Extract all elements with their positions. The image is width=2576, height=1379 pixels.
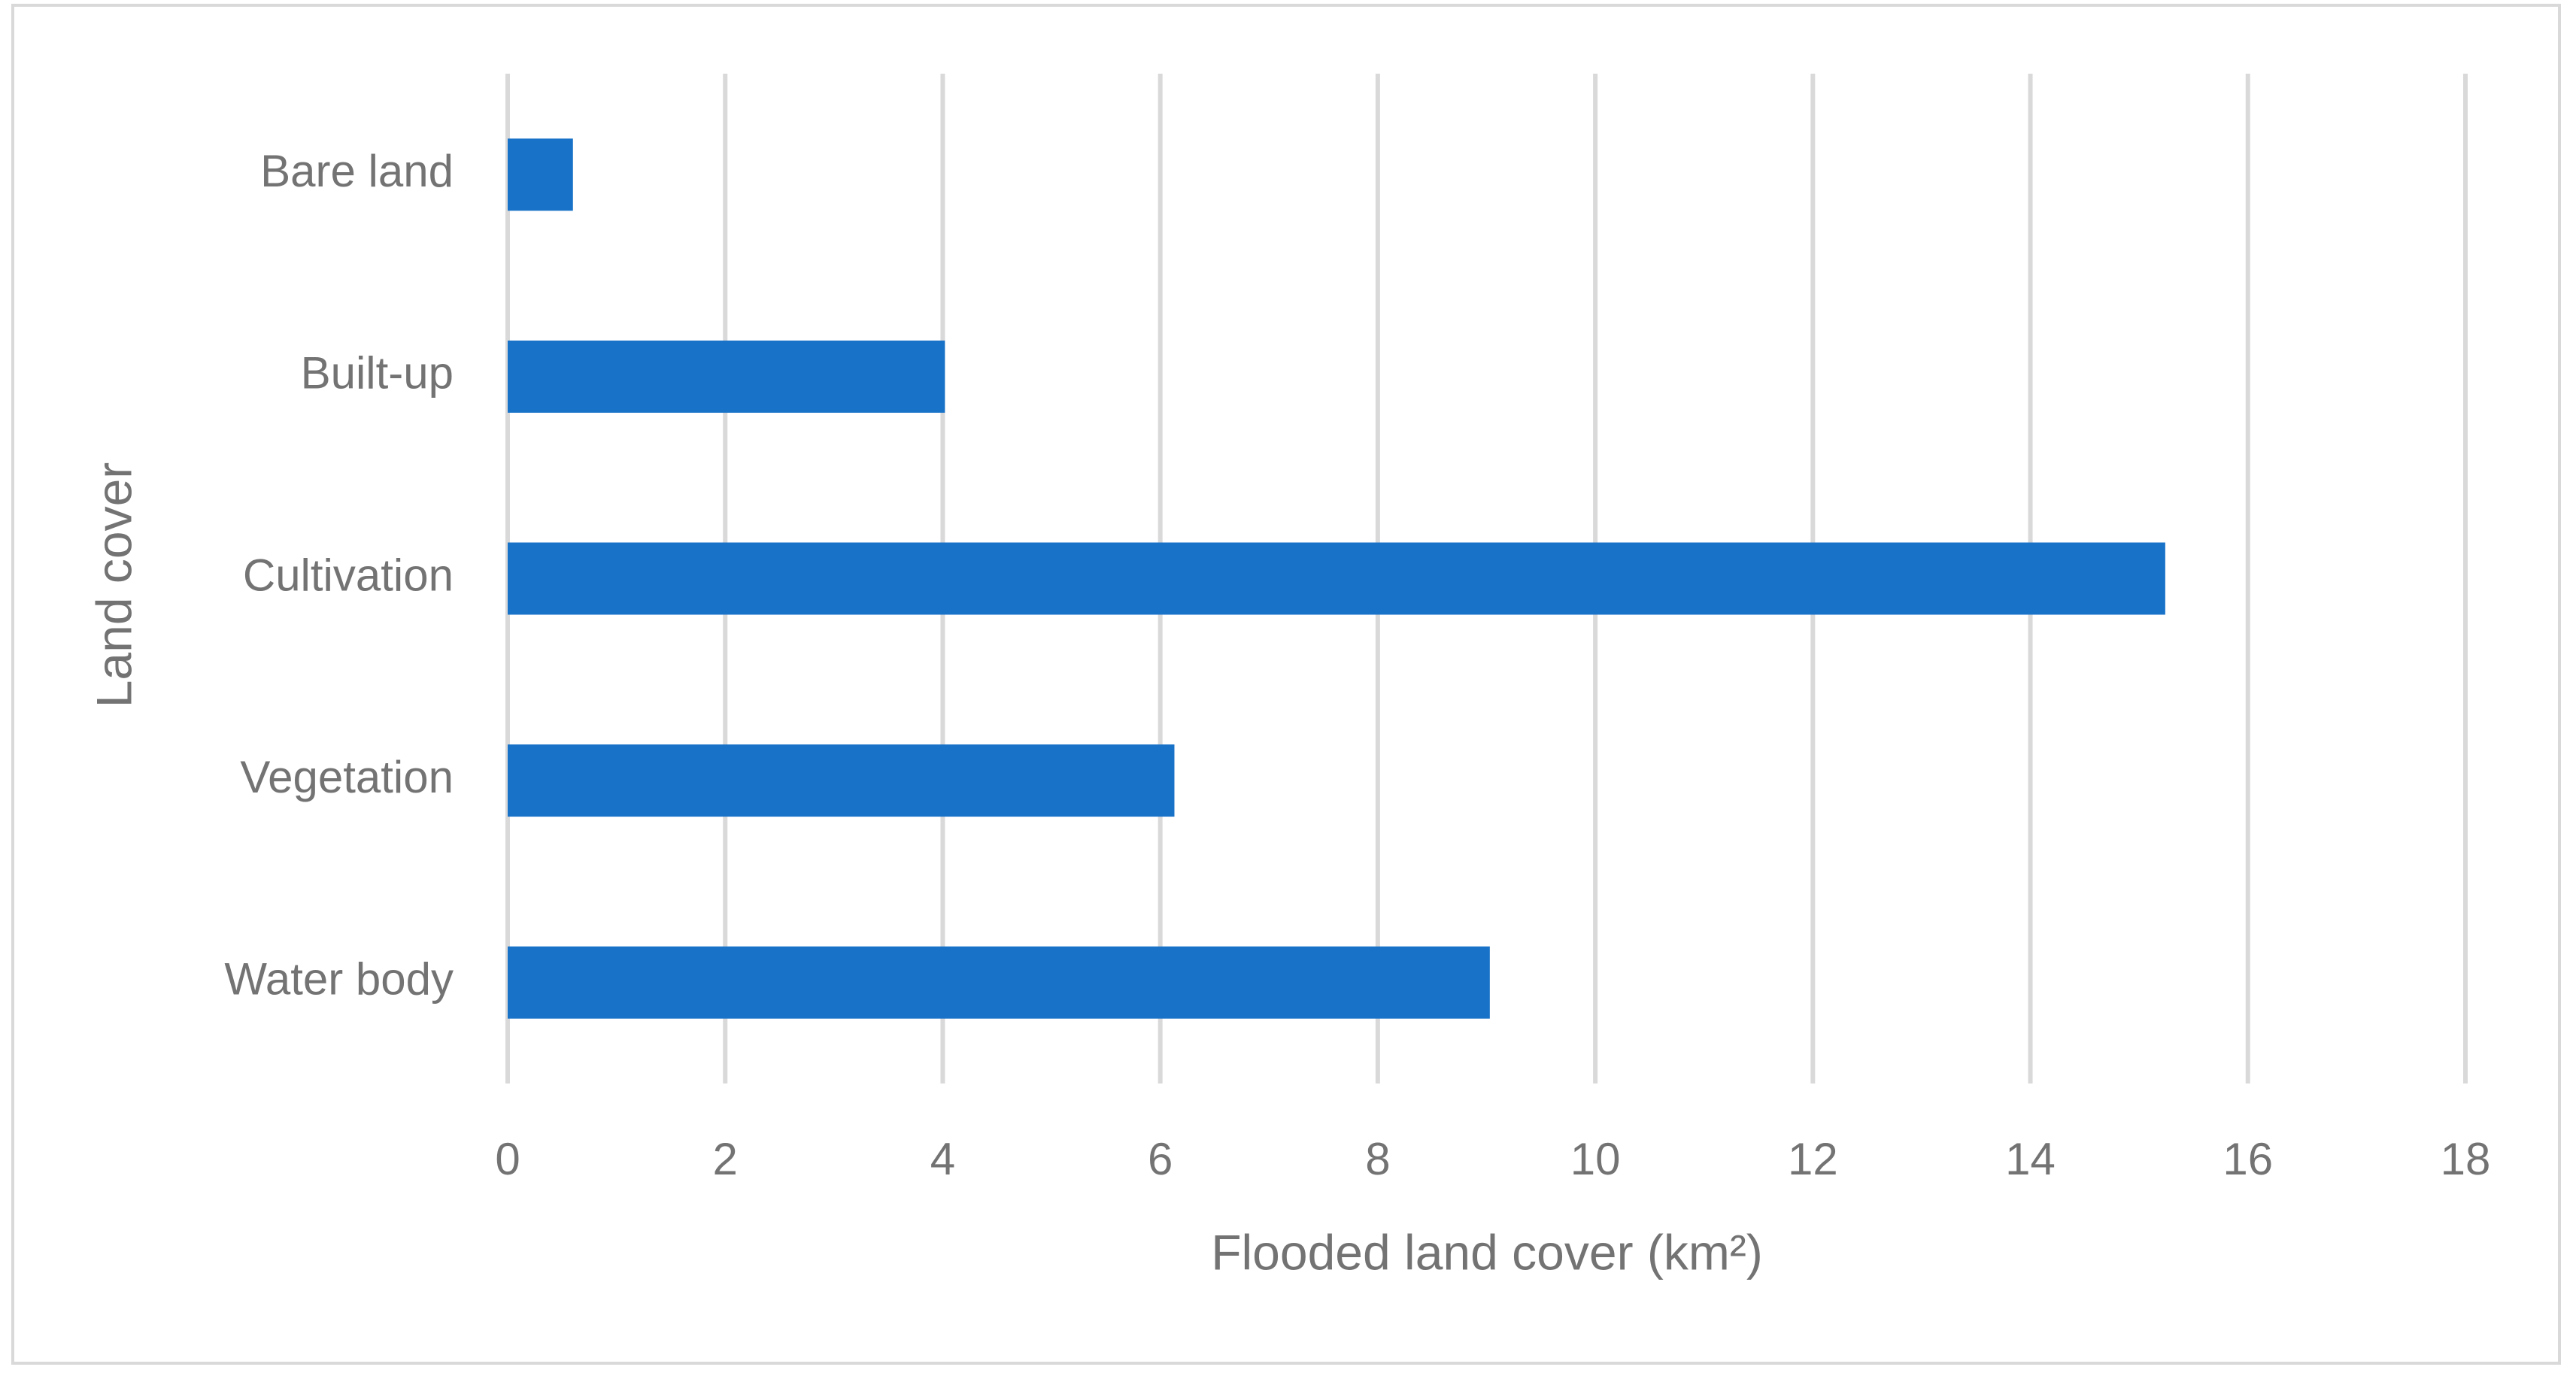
- y-tick-label: Bare land: [260, 146, 454, 196]
- x-tick-label: 0: [495, 1134, 520, 1184]
- x-tick-label: 16: [2223, 1134, 2273, 1184]
- bar: [508, 744, 1175, 817]
- bar: [508, 946, 1490, 1019]
- x-tick-label: 18: [2441, 1134, 2491, 1184]
- y-tick-label: Cultivation: [243, 550, 454, 600]
- x-tick-label: 8: [1365, 1134, 1390, 1184]
- y-axis-title: Land cover: [86, 462, 141, 708]
- x-axis-title: Flooded land cover (km²): [1211, 1224, 1763, 1280]
- y-tick-label: Water body: [224, 954, 454, 1005]
- chart-border: [11, 4, 2561, 1365]
- bar: [508, 340, 945, 413]
- x-tick-label: 6: [1148, 1134, 1173, 1184]
- y-tick-label: Built-up: [301, 348, 454, 399]
- x-tick-label: 4: [930, 1134, 955, 1184]
- x-tick-label: 2: [713, 1134, 738, 1184]
- bar: [508, 138, 573, 211]
- y-tick-label: Vegetation: [240, 752, 454, 802]
- x-tick-label: 14: [2005, 1134, 2056, 1184]
- x-tick-label: 12: [1788, 1134, 1838, 1184]
- x-tick-label: 10: [1570, 1134, 1621, 1184]
- bar: [508, 542, 2165, 615]
